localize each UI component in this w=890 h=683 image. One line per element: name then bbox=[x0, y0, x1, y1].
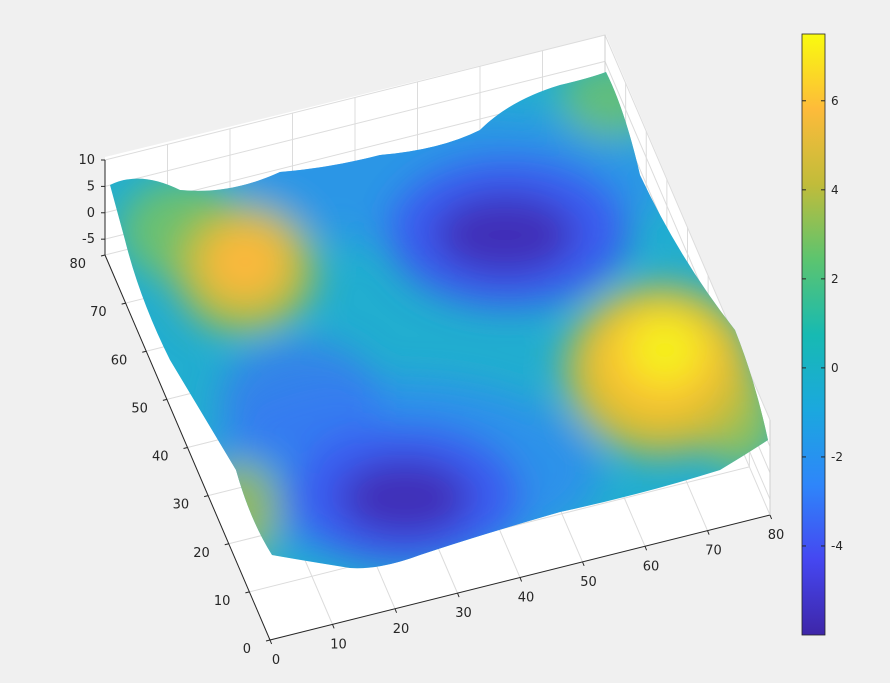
surface-trough-inner bbox=[340, 460, 470, 536]
surface-shading bbox=[120, 72, 768, 565]
z-tick-label: 5 bbox=[87, 179, 95, 194]
x-tick-label: 20 bbox=[393, 622, 410, 637]
x-tick-mark bbox=[457, 592, 460, 598]
surface-peak-inner bbox=[203, 224, 287, 300]
colorbar-tick-label: -2 bbox=[831, 450, 843, 464]
surface-peak-inner bbox=[627, 315, 703, 385]
z-tick-label: 10 bbox=[78, 153, 95, 168]
y-tick-mark bbox=[142, 350, 147, 353]
y-tick-mark bbox=[224, 543, 229, 546]
y-tick-label: 10 bbox=[214, 594, 231, 609]
surface-trough-inner bbox=[435, 195, 575, 275]
x-tick-label: 80 bbox=[768, 528, 785, 543]
x-tick-label: 40 bbox=[518, 591, 535, 606]
x-tick-mark bbox=[644, 546, 648, 551]
colorbar-bar bbox=[801, 33, 826, 636]
x-tick-mark bbox=[519, 577, 523, 582]
y-tick-label: 40 bbox=[152, 450, 169, 465]
y-tick-mark bbox=[245, 591, 250, 594]
x-tick-label: 70 bbox=[705, 544, 722, 559]
y-tick-label: 80 bbox=[69, 257, 86, 272]
z-tick-label: -5 bbox=[82, 232, 95, 247]
x-tick-mark bbox=[707, 530, 710, 535]
y-tick-label: 70 bbox=[90, 305, 107, 320]
y-tick-label: 0 bbox=[243, 642, 251, 657]
colorbar-tick-label: -4 bbox=[831, 539, 843, 553]
x-tick-label: 60 bbox=[643, 559, 660, 574]
y-tick-mark bbox=[162, 398, 167, 401]
x-tick-mark bbox=[332, 624, 335, 629]
y-tick-mark bbox=[100, 254, 106, 257]
x-tick-mark bbox=[582, 561, 585, 567]
x-tick-mark bbox=[394, 608, 398, 613]
colorbar-tick-label: 4 bbox=[831, 183, 839, 197]
y-tick-label: 50 bbox=[131, 401, 148, 416]
y-tick-mark bbox=[204, 495, 209, 498]
x-tick-label: 0 bbox=[272, 653, 280, 668]
colorbar-tick-label: 0 bbox=[831, 361, 839, 375]
x-tick-mark bbox=[769, 514, 773, 520]
x-tick-mark bbox=[269, 639, 273, 645]
colorbar-tick-label: 2 bbox=[831, 272, 839, 286]
x-tick-label: 10 bbox=[330, 637, 347, 652]
y-tick-mark bbox=[183, 447, 188, 449]
colorbar-ticks: -4 -2 0 2 4 6 bbox=[802, 94, 843, 553]
surface-plot bbox=[110, 72, 768, 569]
tick-labels: 0 10 20 30 40 50 60 70 80 0 10 20 30 40 50 60 70 80 -5 0 5 10 bbox=[69, 153, 784, 668]
y-tick-label: 60 bbox=[111, 353, 128, 368]
y-tick-mark bbox=[265, 639, 271, 642]
x-tick-label: 30 bbox=[455, 606, 472, 621]
y-tick-label: 30 bbox=[173, 498, 190, 513]
z-tick-label: 0 bbox=[87, 206, 95, 221]
y-tick-mark bbox=[121, 302, 126, 305]
surface-band bbox=[220, 340, 380, 460]
colorbar: -4 -2 0 2 4 6 bbox=[801, 33, 843, 636]
colorbar-tick-label: 6 bbox=[831, 94, 839, 108]
x-tick-label: 50 bbox=[580, 575, 597, 590]
y-tick-label: 20 bbox=[193, 546, 210, 561]
